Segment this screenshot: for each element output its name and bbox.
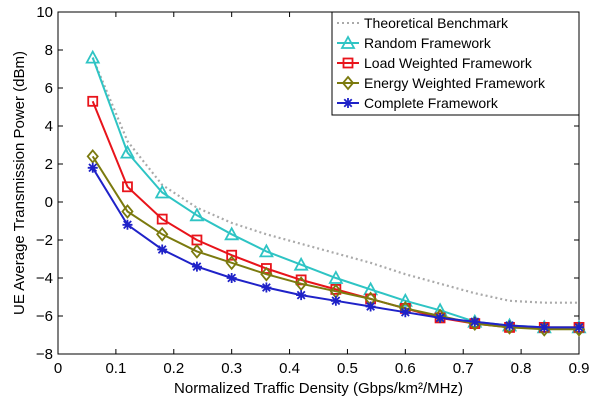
legend-entry: Complete Framework xyxy=(337,95,499,111)
data-point xyxy=(469,316,480,327)
x-tick-label: 0.1 xyxy=(105,360,126,377)
data-point xyxy=(258,243,274,258)
data-point xyxy=(122,181,133,193)
y-tick-label: −6 xyxy=(36,308,53,325)
data-point xyxy=(365,301,376,312)
legend-entry: Theoretical Benchmark xyxy=(337,15,509,31)
legend-entry: Energy Weighted Framework xyxy=(337,75,546,91)
data-point xyxy=(121,204,134,219)
y-tick-label: 2 xyxy=(45,156,53,173)
data-point xyxy=(400,307,411,318)
data-point xyxy=(226,249,238,261)
data-point xyxy=(191,261,202,272)
legend-entry: Random Framework xyxy=(337,35,492,51)
legend-label: Energy Weighted Framework xyxy=(364,75,546,91)
y-tick-label: −8 xyxy=(36,346,53,363)
data-point xyxy=(87,95,99,107)
data-point xyxy=(294,276,308,292)
legend-entry: Load Weighted Framework xyxy=(337,55,533,71)
y-axis-title: UE Average Transmission Power (dBm) xyxy=(11,51,28,315)
data-point xyxy=(293,256,309,271)
legend-label: Random Framework xyxy=(364,35,492,51)
data-point xyxy=(85,49,101,64)
y-tick-label: 10 xyxy=(36,4,53,21)
x-tick-label: 0.7 xyxy=(453,360,474,377)
legend-marker xyxy=(342,57,354,69)
y-tick-label: 4 xyxy=(45,118,53,135)
plot-frame xyxy=(57,11,580,355)
x-tick-label: 0.6 xyxy=(395,360,416,377)
legend-box xyxy=(331,11,580,116)
x-tick-label: 0 xyxy=(54,360,62,377)
data-point xyxy=(157,244,168,255)
x-tick-label: 0.8 xyxy=(511,360,532,377)
y-tick-label: 0 xyxy=(45,194,53,211)
data-point xyxy=(156,213,168,225)
legend-label: Load Weighted Framework xyxy=(364,55,533,71)
series-complete-framework xyxy=(87,162,584,333)
legend-label: Complete Framework xyxy=(364,95,499,111)
data-point xyxy=(226,273,237,283)
data-point xyxy=(504,320,515,331)
x-axis-title: Normalized Traffic Density (Gbps/km²/MHz… xyxy=(174,380,463,397)
x-tick-label: 0.9 xyxy=(569,360,590,377)
data-point xyxy=(225,255,238,271)
data-point xyxy=(156,226,169,242)
series-line xyxy=(91,155,579,331)
series-line xyxy=(91,57,579,304)
data-point xyxy=(260,263,272,274)
data-point xyxy=(87,162,98,173)
y-tick-label: 8 xyxy=(45,42,53,59)
legend-marker xyxy=(340,35,356,49)
data-point xyxy=(154,184,170,199)
data-point xyxy=(296,290,307,301)
x-tick-label: 0.5 xyxy=(337,360,358,377)
data-point xyxy=(122,219,133,230)
data-point xyxy=(86,148,99,164)
data-point xyxy=(330,295,341,306)
data-point xyxy=(261,282,272,293)
legend-marker xyxy=(343,98,353,108)
data-point xyxy=(574,322,584,333)
y-tick-label: −2 xyxy=(36,232,53,249)
x-tick-label: 0.3 xyxy=(221,360,242,377)
data-point xyxy=(328,270,344,284)
x-tick-label: 0.4 xyxy=(279,360,300,377)
data-point xyxy=(539,322,550,333)
series-theoretical-benchmark xyxy=(91,57,579,304)
data-point xyxy=(397,292,413,307)
data-point xyxy=(190,243,204,259)
data-point xyxy=(260,266,273,282)
legend-label: Theoretical Benchmark xyxy=(364,15,509,31)
data-point xyxy=(435,312,446,323)
y-tick-label: 6 xyxy=(45,80,53,97)
data-point xyxy=(224,226,240,241)
data-point xyxy=(119,144,135,159)
legend-marker xyxy=(341,75,355,91)
x-tick-label: 0.2 xyxy=(163,360,184,377)
y-tick-label: −4 xyxy=(36,270,53,287)
data-point xyxy=(189,207,205,222)
series-energy-weighted-framework xyxy=(86,148,586,337)
